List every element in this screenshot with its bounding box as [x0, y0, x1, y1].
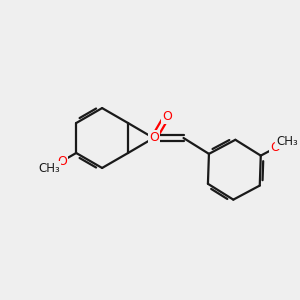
Text: O: O — [57, 155, 67, 168]
Text: O: O — [270, 141, 280, 154]
Text: O: O — [149, 131, 159, 144]
Text: CH₃: CH₃ — [276, 135, 298, 148]
Text: O: O — [162, 110, 172, 123]
Text: CH₃: CH₃ — [38, 162, 60, 175]
